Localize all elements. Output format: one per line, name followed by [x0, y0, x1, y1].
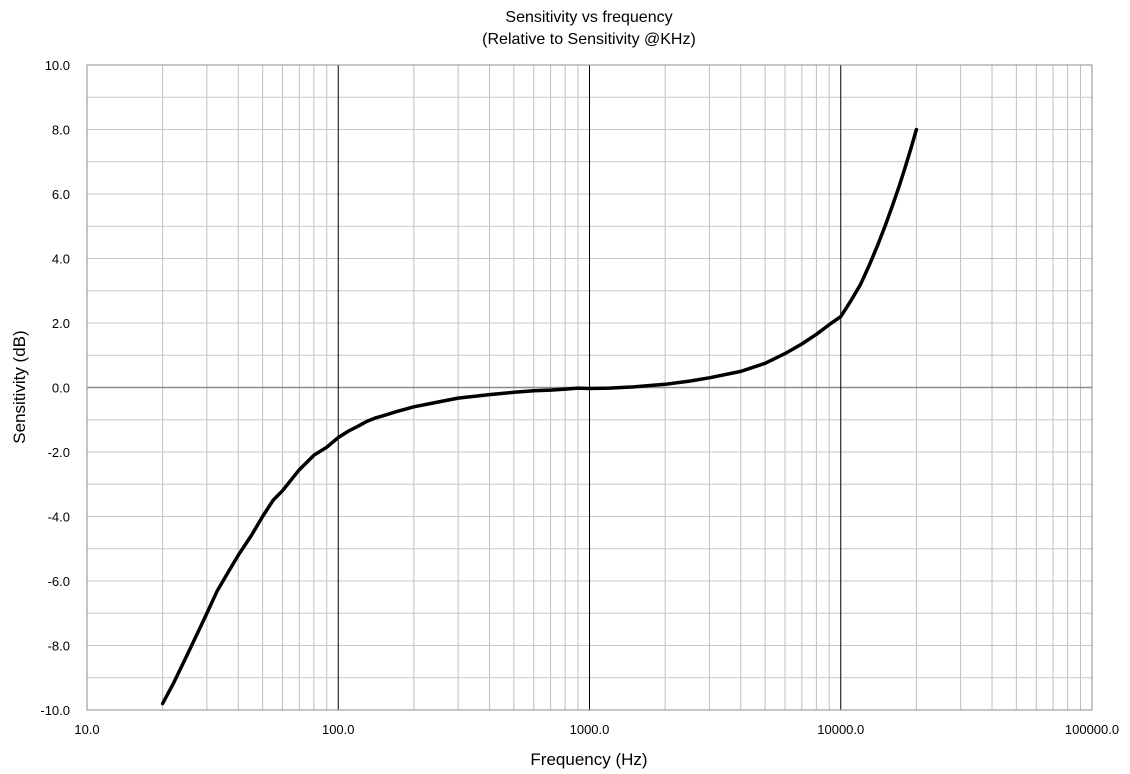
chart-subtitle: (Relative to Sensitivity @KHz): [482, 31, 696, 48]
x-tick-label: 1000.0: [570, 722, 610, 737]
y-axis-label: Sensitivity (dB): [10, 330, 29, 443]
x-tick-label: 10000.0: [817, 722, 864, 737]
y-tick-label: -2.0: [48, 445, 70, 460]
y-tick-label: 8.0: [52, 123, 70, 138]
x-tick-label: 10.0: [74, 722, 99, 737]
y-tick-label: -6.0: [48, 574, 70, 589]
plot-frame: [86, 64, 1093, 711]
sensitivity-curve: [160, 127, 919, 706]
y-tick-label: 4.0: [52, 252, 70, 267]
y-tick-label: 0.0: [52, 381, 70, 396]
x-axis-label: Frequency (Hz): [530, 750, 647, 769]
y-tick-label: -10.0: [40, 703, 70, 718]
y-tick-label: 2.0: [52, 316, 70, 331]
chart-title: Sensitivity vs frequency: [505, 9, 672, 26]
x-tick-labels: 10.0 100.0 1000.0 10000.0 100000.0: [74, 722, 1119, 737]
y-tick-label: -8.0: [48, 639, 70, 654]
y-tick-label: 10.0: [45, 58, 70, 73]
x-tick-label: 100000.0: [1065, 722, 1119, 737]
x-tick-label: 100.0: [322, 722, 355, 737]
y-tick-label: -4.0: [48, 510, 70, 525]
y-tick-labels: 10.0 8.0 6.0 4.0 2.0 0.0 -2.0 -4.0 -6.0 -8.0 -10.0: [40, 58, 70, 718]
y-tick-label: 6.0: [52, 187, 70, 202]
series-layer: [160, 127, 919, 706]
